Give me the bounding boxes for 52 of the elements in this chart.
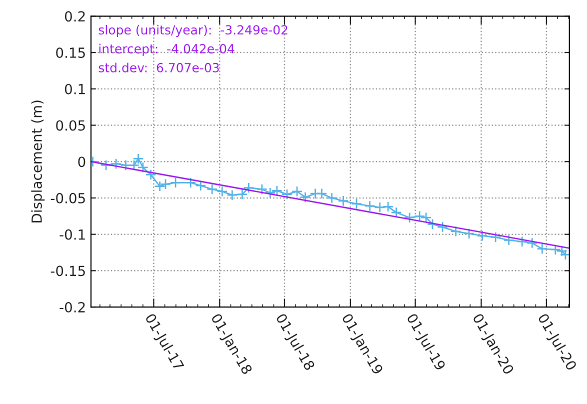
- point: [490, 232, 502, 243]
- point: [390, 206, 402, 218]
- y-tick-label: 0.2: [64, 11, 85, 22]
- point: [450, 226, 462, 237]
- point: [420, 212, 432, 224]
- point: [137, 162, 149, 173]
- point: [145, 169, 156, 180]
- point: [110, 158, 122, 170]
- point: [281, 188, 293, 200]
- y-tick-label: 0.15: [56, 47, 85, 58]
- point: [414, 210, 426, 222]
- y-tick-label: 0.05: [56, 120, 85, 131]
- point: [526, 237, 538, 249]
- point: [300, 192, 311, 203]
- point: [503, 234, 514, 246]
- point: [436, 221, 448, 233]
- y-tick-label: 0.1: [64, 84, 85, 94]
- point: [463, 228, 475, 240]
- point: [516, 236, 528, 248]
- y-tick-label: -0.1: [60, 229, 85, 240]
- point: [226, 189, 238, 201]
- point: [195, 180, 206, 192]
- annotation: slope (units/year): -3.249e-02: [98, 24, 288, 37]
- point: [556, 245, 568, 257]
- y-axis-title: Displacement (m): [31, 100, 45, 222]
- point: [256, 184, 268, 195]
- point: [550, 244, 561, 256]
- point: [426, 218, 438, 230]
- point: [316, 188, 328, 200]
- point: [560, 249, 570, 260]
- point: [185, 177, 196, 188]
- point: [374, 202, 386, 213]
- point: [476, 230, 488, 242]
- point: [326, 192, 338, 204]
- point: [350, 198, 362, 210]
- point: [382, 201, 394, 212]
- point: [100, 160, 112, 171]
- y-tick-label: 0: [78, 156, 86, 168]
- annotation: std.dev: 6.707e-03: [98, 62, 219, 72]
- annotation: intercept: -4.042e-04: [99, 44, 234, 56]
- point: [291, 186, 303, 197]
- point: [364, 200, 376, 212]
- y-tick-label: -0.05: [50, 192, 85, 204]
- point: [206, 184, 218, 195]
- y-tick-label: -0.15: [50, 266, 85, 276]
- point: [404, 212, 416, 224]
- point: [216, 186, 228, 197]
- point: [120, 160, 132, 171]
- y-tick-label: -0.2: [60, 302, 85, 313]
- point: [338, 195, 349, 206]
- point: [536, 243, 548, 254]
- point: [170, 177, 182, 188]
